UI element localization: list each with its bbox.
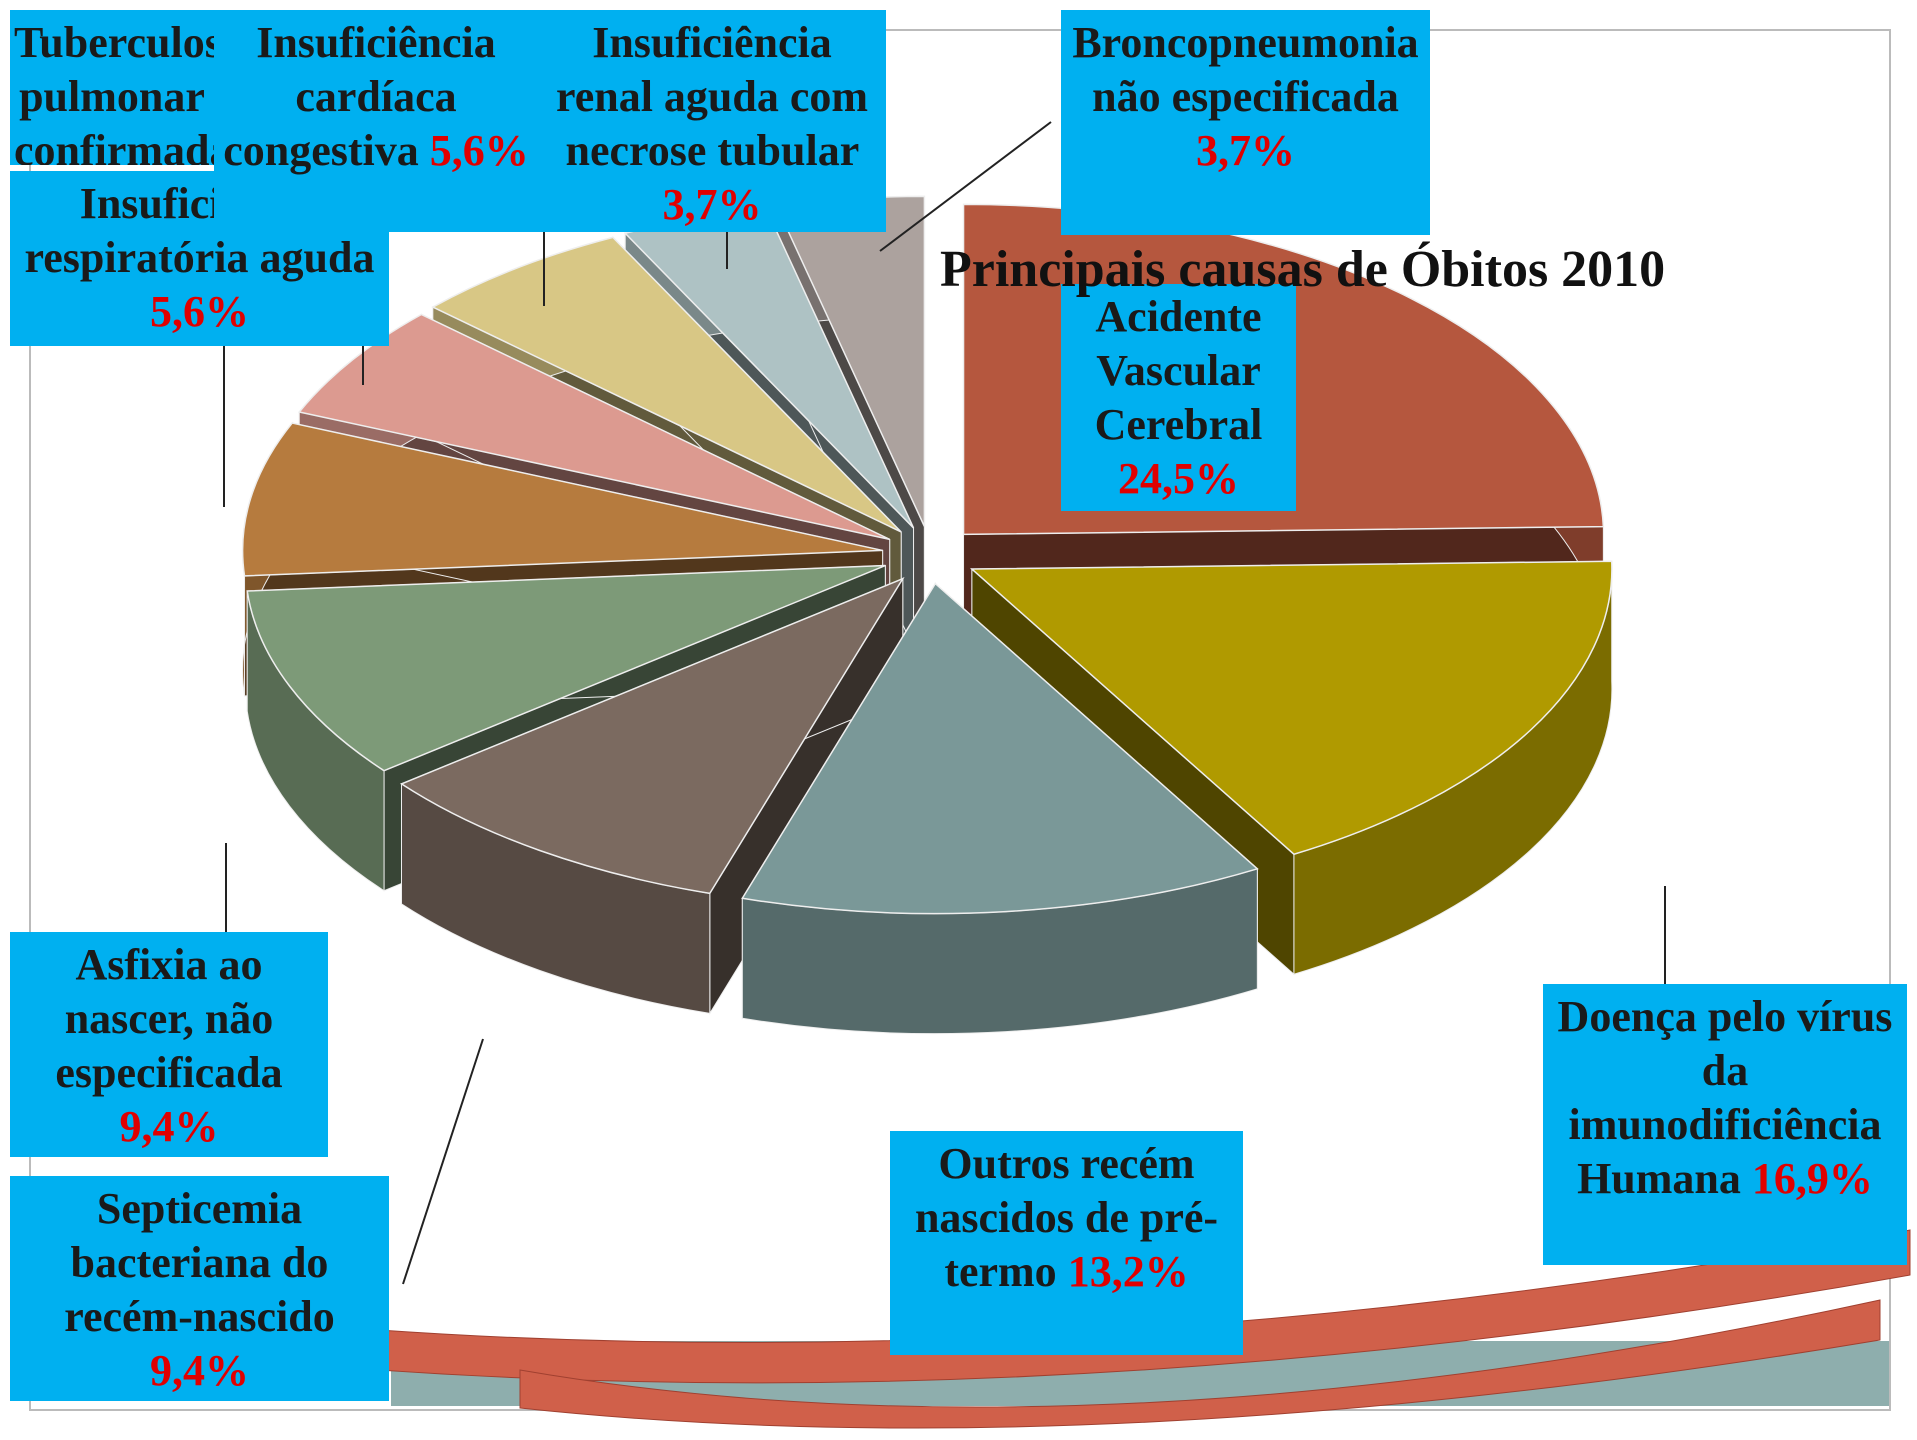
leader-line <box>402 1038 484 1285</box>
category-label: Septicemia bacteriana do recém-nascido <box>64 1184 335 1341</box>
slice <box>431 236 902 533</box>
data-label: Septicemia bacteriana do recém-nascido 9… <box>10 1176 389 1401</box>
leader-line <box>879 121 1052 252</box>
category-label: Asfixia ao nascer, não especificada <box>55 940 283 1097</box>
decor-swoosh <box>519 1299 1881 1429</box>
data-label: Insuficiência cardíaca congestiva 5,6% <box>214 10 538 232</box>
value-label: 5,6% <box>150 287 249 336</box>
category-label: Insuficiência cardíaca congestiva <box>223 18 496 175</box>
slice-group <box>741 581 1259 1035</box>
slice <box>297 313 890 541</box>
data-label: Asfixia ao nascer, não especificada 9,4% <box>10 932 328 1157</box>
slice <box>399 577 905 895</box>
category-label: Acidente Vascular Cerebral <box>1094 292 1263 449</box>
data-label: Tuberculose pulmonar confirmada 7,5% <box>10 10 214 165</box>
category-label: Tuberculose pulmonar confirmada <box>14 18 214 165</box>
category-label: Insuficiência renal aguda com necrose tu… <box>555 18 869 175</box>
value-label: 16,9% <box>1751 1154 1873 1203</box>
category-label: Doença pelo vírus da imunodificiência Hu… <box>1557 992 1893 1203</box>
pie <box>241 195 1613 1035</box>
slice <box>969 560 1613 856</box>
value-label: 9,4% <box>119 1102 219 1151</box>
value-label: 24,5% <box>1118 454 1239 503</box>
slice <box>741 582 1259 915</box>
value-label: 5,6% <box>429 126 529 175</box>
slice <box>246 564 886 772</box>
leader-lines <box>223 121 1666 1285</box>
data-label: Doença pelo vírus da imunodificiência Hu… <box>1543 984 1907 1265</box>
data-label: Insuficiência renal aguda com necrose tu… <box>538 10 886 232</box>
value-label: 3,7% <box>1196 126 1295 175</box>
chart-title: Principais causas de Óbitos 2010 <box>940 241 1666 298</box>
slice-group <box>399 576 905 1016</box>
data-label: Outros recém nascidos de pré-termo 13,2% <box>890 1131 1243 1355</box>
value-label: 3,7% <box>662 180 762 229</box>
category-label: Outros recém nascidos de pré-termo <box>914 1139 1219 1296</box>
data-label: Broncopneumonia não especificada 3,7% <box>1061 10 1430 235</box>
value-label: 13,2% <box>1067 1247 1189 1296</box>
value-label: 9,4% <box>150 1346 249 1395</box>
decor-swoosh <box>379 1229 1911 1384</box>
category-label: Broncopneumonia não especificada <box>1072 18 1419 121</box>
data-label: Acidente Vascular Cerebral 24,5% <box>1061 284 1296 511</box>
slice <box>241 422 883 577</box>
